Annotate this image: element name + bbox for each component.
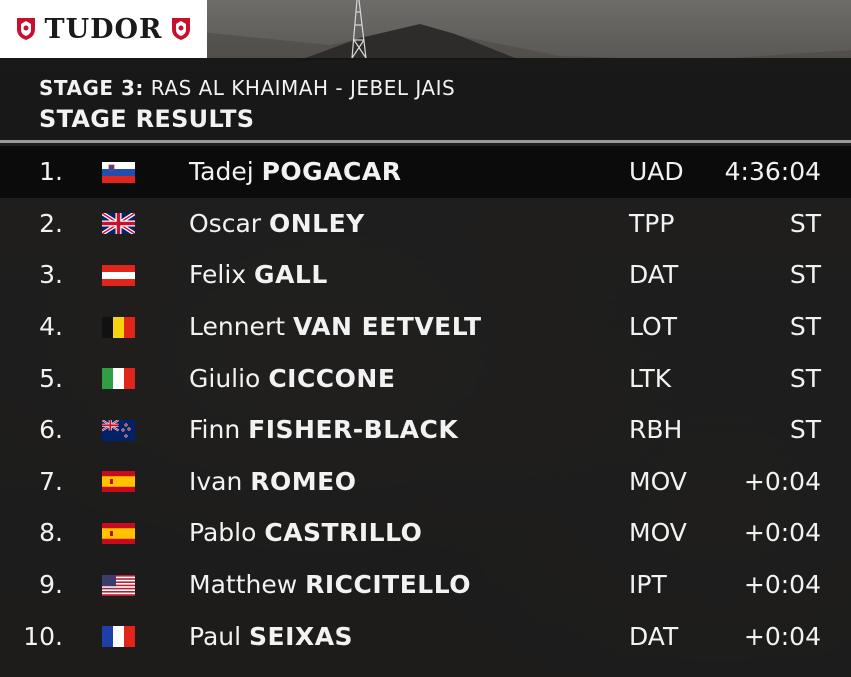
austria-flag-icon (102, 264, 135, 286)
rider-name: Finn FISHER-BLACK (189, 415, 458, 444)
rider-first-name: Pablo (189, 518, 257, 548)
rider-name: Ivan ROMEO (189, 467, 357, 496)
united-kingdom-flag-icon (102, 213, 135, 235)
team-code: TPP (629, 208, 675, 238)
rider-name: Oscar ONLEY (189, 209, 365, 238)
position: 3. (39, 260, 63, 290)
rider-last-name: GALL (254, 260, 328, 290)
belgium-flag-icon (102, 316, 135, 338)
rider-first-name: Finn (189, 415, 241, 445)
result-row: 10. Paul SEIXAS DAT +0:04 (0, 610, 851, 662)
rider-first-name: Ivan (189, 466, 243, 496)
sponsor-brand: TUDOR (44, 13, 163, 45)
stage-route: RAS AL KHAIMAH - JEBEL JAIS (150, 76, 456, 100)
team-code: MOV (629, 466, 687, 496)
united-states-flag-icon (102, 574, 135, 596)
team-code: IPT (629, 570, 667, 600)
result-row: 7. Ivan ROMEO MOV +0:04 (0, 456, 851, 508)
position: 5. (39, 363, 63, 393)
spain-flag-icon (102, 471, 135, 493)
finish-time: ST (789, 208, 821, 238)
result-row: 1. Tadej POGACAR UAD 4:36:04 (0, 146, 851, 198)
transmission-tower (351, 0, 367, 59)
result-row: 2. Oscar ONLEY TPP ST (0, 198, 851, 250)
spain-flag-icon (102, 522, 135, 544)
rider-last-name: ONLEY (269, 208, 365, 238)
position: 8. (39, 518, 63, 548)
rider-name: Lennert VAN EETVELT (189, 312, 482, 341)
rider-first-name: Oscar (189, 208, 262, 238)
italy-flag-icon (102, 368, 135, 390)
position: 9. (39, 570, 63, 600)
position: 6. (39, 415, 63, 445)
team-code: MOV (629, 518, 687, 548)
slovenia-flag-icon (102, 161, 135, 183)
team-code: LTK (629, 363, 672, 393)
team-code: DAT (629, 260, 679, 290)
france-flag-icon (102, 626, 135, 648)
finish-time: 4:36:04 (724, 157, 821, 187)
position: 7. (39, 466, 63, 496)
rider-name: Tadej POGACAR (189, 157, 402, 186)
position: 4. (39, 312, 63, 342)
result-row: 3. Felix GALL DAT ST (0, 249, 851, 301)
result-row: 6. Finn FISHER-BLACK RBH ST (0, 404, 851, 456)
tudor-shield-icon (171, 18, 190, 40)
position: 1. (39, 157, 63, 187)
rider-name: Felix GALL (189, 260, 328, 289)
rider-last-name: CICCONE (268, 363, 396, 393)
tudor-shield-icon (17, 18, 36, 40)
rider-first-name: Felix (189, 260, 247, 290)
position: 2. (39, 208, 63, 238)
results-list: 1. Tadej POGACAR UAD 4:36:04 2. Oscar ON… (0, 146, 851, 662)
stage-number: STAGE 3: (39, 76, 144, 100)
team-code: LOT (629, 312, 677, 342)
rider-name: Matthew RICCITELLO (189, 570, 471, 599)
rider-first-name: Paul (189, 621, 242, 651)
result-row: 9. Matthew RICCITELLO IPT +0:04 (0, 559, 851, 611)
finish-time: +0:04 (743, 570, 821, 600)
rider-name: Giulio CICCONE (189, 364, 395, 393)
rider-first-name: Giulio (189, 363, 261, 393)
position: 10. (23, 621, 63, 651)
rider-name: Pablo CASTRILLO (189, 518, 422, 547)
finish-time: ST (789, 260, 821, 290)
rider-first-name: Matthew (189, 570, 298, 600)
rider-last-name: SEIXAS (249, 621, 354, 651)
rider-last-name: POGACAR (261, 157, 402, 187)
rider-last-name: FISHER-BLACK (248, 415, 459, 445)
sponsor-logo: TUDOR (0, 0, 207, 58)
finish-time: +0:04 (743, 621, 821, 651)
rider-name: Paul SEIXAS (189, 622, 353, 651)
rider-last-name: RICCITELLO (305, 570, 472, 600)
team-code: UAD (629, 157, 684, 187)
page-title: STAGE RESULTS (39, 105, 255, 133)
stage-subtitle: STAGE 3: RAS AL KHAIMAH - JEBEL JAIS (39, 76, 455, 100)
result-row: 4. Lennert VAN EETVELT LOT ST (0, 301, 851, 353)
result-row: 8. Pablo CASTRILLO MOV +0:04 (0, 507, 851, 559)
results-header: STAGE 3: RAS AL KHAIMAH - JEBEL JAIS STA… (0, 58, 851, 143)
result-row: 5. Giulio CICCONE LTK ST (0, 352, 851, 404)
team-code: RBH (629, 415, 683, 445)
team-code: DAT (629, 621, 679, 651)
new-zealand-flag-icon (102, 419, 135, 441)
finish-time: ST (789, 363, 821, 393)
rider-first-name: Tadej (189, 157, 254, 187)
finish-time: ST (789, 312, 821, 342)
rider-first-name: Lennert (189, 312, 286, 342)
rider-last-name: ROMEO (250, 466, 357, 496)
finish-time: ST (789, 415, 821, 445)
results-panel: STAGE 3: RAS AL KHAIMAH - JEBEL JAIS STA… (0, 58, 851, 677)
rider-last-name: VAN EETVELT (292, 312, 482, 342)
finish-time: +0:04 (743, 466, 821, 496)
rider-last-name: CASTRILLO (264, 518, 423, 548)
finish-time: +0:04 (743, 518, 821, 548)
